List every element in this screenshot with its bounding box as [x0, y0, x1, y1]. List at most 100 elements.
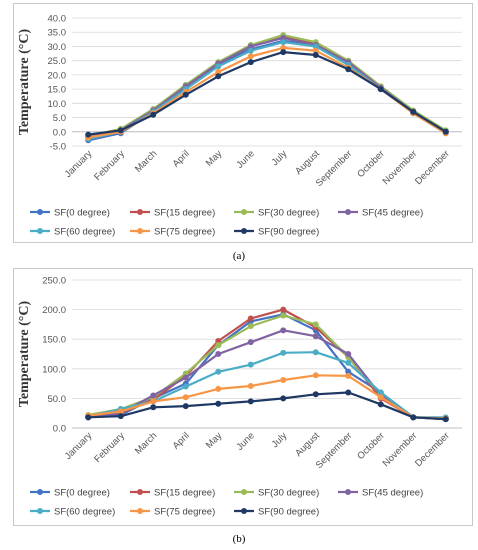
legend-label: SF(15 degree): [154, 208, 215, 219]
series-line: [88, 33, 447, 138]
data-point: [442, 128, 449, 135]
legend-label: SF(0 degree): [54, 488, 110, 499]
data-point: [312, 321, 319, 328]
chart-frame-a: [13, 3, 473, 243]
y-tick-label: 0.0: [53, 127, 66, 138]
y-tick-label: 10.0: [48, 99, 67, 110]
data-point: [312, 333, 319, 340]
data-point: [85, 131, 92, 138]
y-tick-label: 50.0: [48, 394, 67, 405]
y-tick-label: 40.0: [48, 14, 67, 25]
series-line: [88, 374, 446, 420]
series-line: [88, 46, 447, 139]
y-tick-label: 5.0: [53, 113, 66, 124]
data-point: [182, 91, 189, 98]
data-point: [182, 370, 189, 377]
x-tick-label: November: [381, 430, 420, 469]
legend-marker: [241, 508, 247, 514]
data-point: [182, 374, 189, 381]
legend-label: SF(90 degree): [258, 227, 319, 238]
data-point: [247, 43, 254, 50]
data-point: [247, 361, 254, 368]
data-point: [280, 395, 287, 402]
legend-label: SF(45 degree): [362, 488, 423, 499]
data-point: [280, 312, 287, 319]
data-point: [247, 315, 254, 322]
legend-marker: [345, 209, 351, 215]
data-point: [312, 372, 319, 379]
data-point: [312, 43, 319, 50]
data-point: [377, 86, 384, 93]
legend-label: SF(15 degree): [154, 488, 215, 499]
legend-marker: [137, 209, 143, 215]
data-point: [345, 351, 352, 357]
data-point: [377, 389, 384, 396]
legend-marker: [241, 209, 247, 215]
data-point: [280, 49, 287, 56]
legend-label: SF(75 degree): [154, 227, 215, 238]
panel-a: -5.0 0.0 5.0 10.0 15.0 20.0 25.0 30.0 35.0 40.0 Ja…: [0, 0, 478, 268]
legend-marker: [37, 508, 43, 514]
x-tick-label: March: [133, 430, 159, 456]
y-tick-label: -5.0: [50, 142, 66, 153]
data-point: [247, 382, 254, 389]
data-point: [247, 339, 254, 346]
data-point: [117, 413, 124, 420]
data-point: [312, 391, 319, 398]
data-point: [117, 408, 124, 415]
data-point: [410, 108, 417, 115]
x-tick-label: July: [270, 148, 290, 168]
legend-marker: [137, 508, 143, 514]
y-tick-label: 25.0: [48, 56, 67, 67]
series-line: [88, 329, 446, 421]
data-point: [410, 414, 417, 421]
data-point: [215, 368, 222, 375]
legend-label: SF(60 degree): [54, 507, 115, 518]
x-tick-label: April: [171, 430, 192, 451]
data-point: [345, 368, 352, 375]
data-point: [247, 59, 254, 66]
x-tick-label: January: [63, 148, 95, 180]
data-point: [345, 389, 352, 396]
data-point: [150, 111, 157, 118]
data-point: [377, 394, 384, 401]
legend-label: SF(90 degree): [258, 507, 319, 518]
y-tick-label: 100.0: [42, 364, 66, 375]
legend-marker: [37, 228, 43, 234]
legend-label: SF(0 degree): [54, 208, 110, 219]
data-point: [182, 403, 189, 410]
y-tick-label: 150.0: [42, 335, 66, 346]
y-tick-label: 15.0: [48, 85, 67, 96]
y-tick-label: 20.0: [48, 70, 67, 81]
data-point: [345, 66, 352, 73]
data-point: [150, 404, 157, 411]
data-point: [215, 342, 222, 349]
x-tick-label: December: [413, 430, 452, 469]
data-point: [182, 394, 189, 401]
data-point: [215, 69, 222, 76]
legend-label: SF(45 degree): [362, 208, 423, 219]
data-point: [280, 377, 287, 384]
data-point: [345, 359, 352, 366]
y-tick-label: 200.0: [42, 305, 66, 316]
x-tick-label: January: [63, 430, 95, 462]
legend-marker: [345, 489, 351, 495]
data-point: [117, 127, 124, 134]
data-point: [85, 414, 92, 421]
legend-label: SF(75 degree): [154, 507, 215, 518]
data-point: [442, 416, 449, 423]
x-tick-label: March: [133, 148, 159, 174]
legend-marker: [137, 228, 143, 234]
x-tick-label: February: [92, 430, 127, 465]
legend-marker: [241, 228, 247, 234]
panel-b: 0.0 50.0 100.0 150.0 200.0 250.0 January Februa…: [0, 268, 478, 550]
data-point: [215, 63, 222, 70]
data-point: [280, 44, 287, 51]
legend-label: SF(30 degree): [258, 208, 319, 219]
x-tick-label: October: [355, 148, 387, 180]
data-point: [215, 337, 222, 344]
x-tick-label: July: [270, 430, 290, 450]
data-point: [312, 349, 319, 356]
data-point: [280, 39, 287, 46]
data-point: [215, 73, 222, 80]
